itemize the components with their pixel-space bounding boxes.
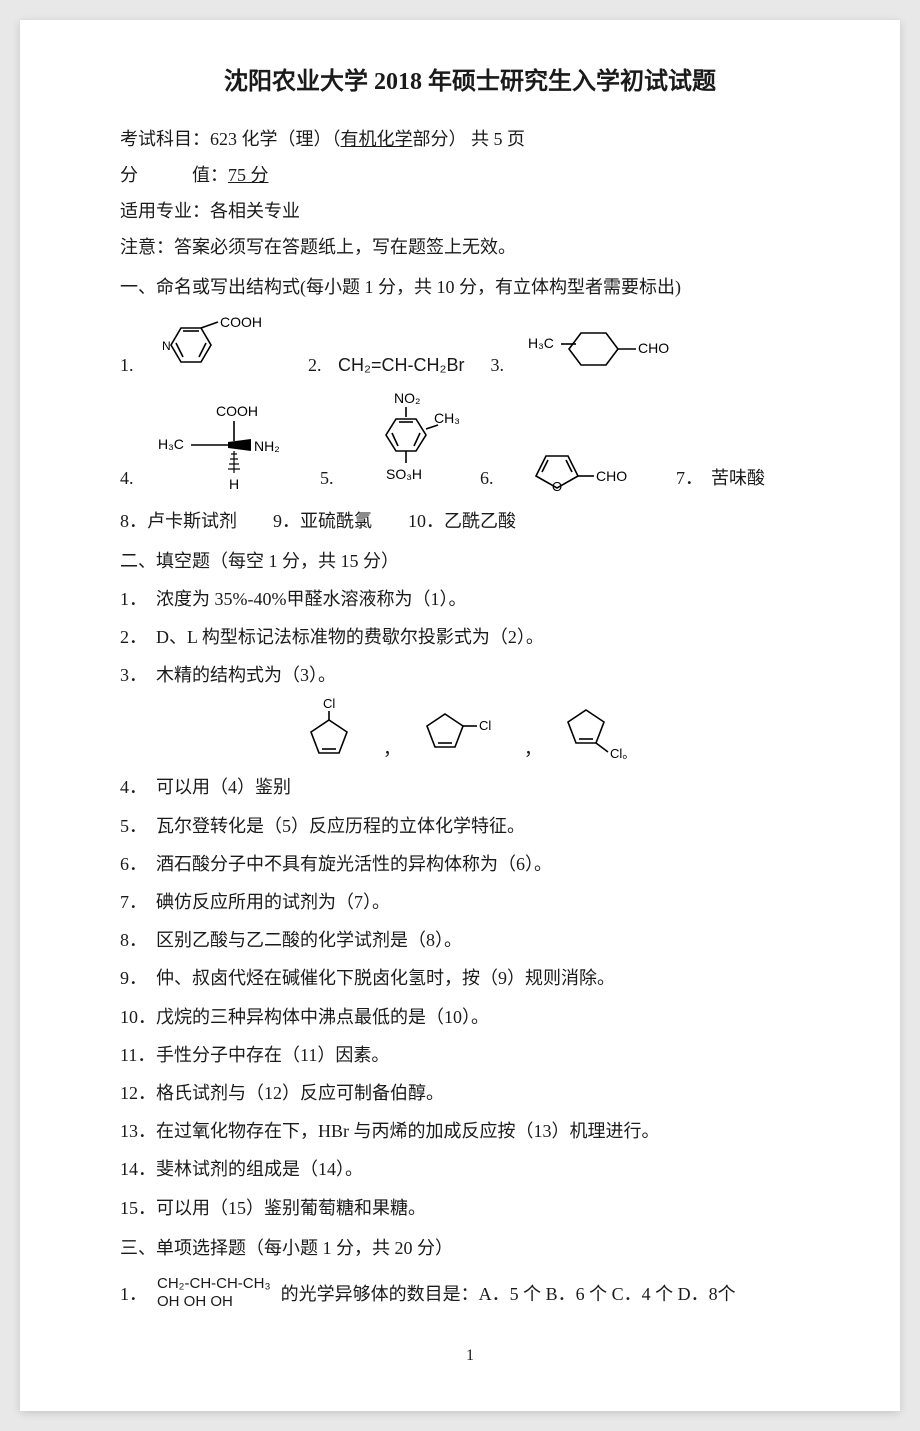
s2-item-5: 5．瓦尔登转化是（5）反应历程的立体化学特征。 xyxy=(120,809,820,843)
s1-item-2-formula: CH₂=CH-CH₂Br xyxy=(338,348,464,382)
notice-prefix: 注意： xyxy=(120,237,174,257)
q4-comma-2: ， xyxy=(524,732,542,766)
s2-item-6: 6．酒石酸分子中不具有旋光活性的异构体称为（6）。 xyxy=(120,847,820,881)
s3-q1-structure: CH₂-CH-CH-CH₃ OH OH OH xyxy=(157,1275,271,1311)
svg-text:CH₃: CH₃ xyxy=(434,410,460,426)
s1-item-2-num: 2. xyxy=(308,348,330,382)
s2-item-12: 12．格氏试剂与（12）反应可制备伯醇。 xyxy=(120,1076,820,1110)
major: 各相关专业 xyxy=(210,201,300,221)
section-3-head: 三、单项选择题（每小题 1 分，共 20 分） xyxy=(120,1231,820,1265)
page-number: 1 xyxy=(120,1341,820,1371)
svg-text:Cl: Cl xyxy=(323,696,335,711)
score-label2: 值： xyxy=(192,165,228,185)
svg-text:H₃C: H₃C xyxy=(158,436,184,452)
svg-text:H₃C: H₃C xyxy=(528,335,554,351)
s1-item-5-num: 5. xyxy=(320,461,342,495)
s1-item-7-text: 苦味酸 xyxy=(711,461,765,495)
score-label: 分 xyxy=(120,165,138,185)
structure-amino-acid: COOH H₃C NH₂ H xyxy=(150,401,312,496)
svg-text:SO₃H: SO₃H xyxy=(386,466,422,482)
s3-q1: 1． CH₂-CH-CH-CH₃ OH OH OH 的光学异够体的数目是：A．5… xyxy=(120,1275,820,1311)
svg-text:Cl: Cl xyxy=(479,718,491,733)
s1-item-8: 8．卢卡斯试剂 xyxy=(120,511,237,531)
pages-count: 共 5 页 xyxy=(467,129,526,149)
meta-major: 适用专业：各相关专业 xyxy=(120,194,820,228)
s1-row-1: 1. N COOH 2. CH₂=CH-CH₂Br 3. H₃C CHO xyxy=(120,313,820,383)
s1-item-10: 10．乙酰乙酸 xyxy=(408,511,516,531)
q4-comma-1: ， xyxy=(383,732,401,766)
s1-item-7-num: 7． xyxy=(676,461,703,495)
s2-q4-structures: Cl ， Cl ， Cl。 xyxy=(120,696,820,766)
s2-item-15: 15．可以用（15）鉴别葡萄糖和果糖。 xyxy=(120,1191,820,1225)
svg-text:H: H xyxy=(229,476,239,492)
s2-item-10: 10．戊烷的三种异构体中沸点最低的是（10）。 xyxy=(120,1000,820,1034)
svg-text:N: N xyxy=(162,339,171,353)
meta-notice: 注意：答案必须写在答题纸上，写在题签上无效。 xyxy=(120,230,820,264)
s2-item-1: 1．浓度为 35%-40%甲醛水溶液称为（1）。 xyxy=(120,582,820,616)
subject-prefix: 考试科目： xyxy=(120,129,210,149)
meta-score: 分 值：75 分 xyxy=(120,158,820,192)
s1-item-6-num: 6. xyxy=(480,461,502,495)
structure-furan-cho: O CHO xyxy=(510,436,642,496)
s1-item-9: 9．亚硫酰氯 xyxy=(273,511,372,531)
section-2-head: 二、填空题（每空 1 分，共 15 分） xyxy=(120,544,820,578)
svg-text:NO₂: NO₂ xyxy=(394,391,420,406)
s2-item-14: 14．斐林试剂的组成是（14）。 xyxy=(120,1152,820,1186)
s1-row-3: 8．卢卡斯试剂 9．亚硫酰氯 10．乙酰乙酸 xyxy=(120,504,820,538)
svg-text:O: O xyxy=(552,479,562,494)
s1-item-4-num: 4. xyxy=(120,461,142,495)
s3-q1-text: 的光学异够体的数目是：A．5 个 B．6 个 C．4 个 D．8个 xyxy=(281,1277,736,1311)
structure-pyridine-cooh: N COOH xyxy=(150,313,272,383)
structure-cyclopentene-cl-2: Cl xyxy=(409,696,516,766)
score-value: 75 分 xyxy=(228,165,269,185)
exam-page: 沈阳农业大学 2018 年硕士研究生入学初试试题 考试科目：623 化学（理）（… xyxy=(20,20,900,1411)
structure-cyclohexane-cho: H₃C CHO xyxy=(520,323,712,383)
s2-item-2: 2．D、L 构型标记法标准物的费歇尔投影式为（2）。 xyxy=(120,620,820,654)
subject-code: 623 化学（理）（ xyxy=(210,129,341,149)
structure-benzene-no2-ch3-so3h: NO₂ CH₃ SO₃H xyxy=(350,391,472,496)
s2-item-8: 8．区别乙酸与乙二酸的化学试剂是（8）。 xyxy=(120,923,820,957)
page-title: 沈阳农业大学 2018 年硕士研究生入学初试试题 xyxy=(120,60,820,106)
s3-q1-struct-top: CH₂-CH-CH-CH₃ xyxy=(157,1275,271,1293)
s2-item-4: 4．可以用（4）鉴别 xyxy=(120,770,820,804)
svg-text:CHO: CHO xyxy=(638,340,669,356)
meta-subject: 考试科目：623 化学（理）（有机化学部分） 共 5 页 xyxy=(120,122,820,156)
s2-item-7: 7．碘仿反应所用的试剂为（7）。 xyxy=(120,885,820,919)
svg-text:Cl。: Cl。 xyxy=(610,746,635,761)
major-prefix: 适用专业： xyxy=(120,201,210,221)
svg-text:NH₂: NH₂ xyxy=(254,438,280,454)
s2-item-3: 3．木精的结构式为（3）。 xyxy=(120,658,820,692)
section-1-head: 一、命名或写出结构式(每小题 1 分，共 10 分，有立体构型者需要标出) xyxy=(120,270,820,304)
s2-item-13: 13．在过氧化物存在下，HBr 与丙烯的加成反应按（13）机理进行。 xyxy=(120,1114,820,1148)
notice-text: 答案必须写在答题纸上，写在题签上无效。 xyxy=(174,237,516,257)
structure-cyclopentene-cl-1: Cl xyxy=(283,696,375,766)
subject-suffix: 部分） xyxy=(413,129,467,149)
structure-cyclopentene-cl-3: Cl。 xyxy=(550,696,657,766)
s2-item-11: 11．手性分子中存在（11）因素。 xyxy=(120,1038,820,1072)
s1-row-2: 4. COOH H₃C NH₂ H 5. xyxy=(120,391,820,496)
s3-q1-struct-bot: OH OH OH xyxy=(157,1293,271,1311)
svg-text:COOH: COOH xyxy=(220,314,262,330)
svg-text:COOH: COOH xyxy=(216,403,258,419)
svg-text:CHO: CHO xyxy=(596,468,627,484)
subject-underline: 有机化学 xyxy=(341,129,413,149)
s3-q1-num: 1． xyxy=(120,1277,147,1311)
s2-item-9: 9．仲、叔卤代烃在碱催化下脱卤化氢时，按（9）规则消除。 xyxy=(120,961,820,995)
s1-item-3-num: 3. xyxy=(490,348,512,382)
s1-item-1-num: 1. xyxy=(120,348,142,382)
